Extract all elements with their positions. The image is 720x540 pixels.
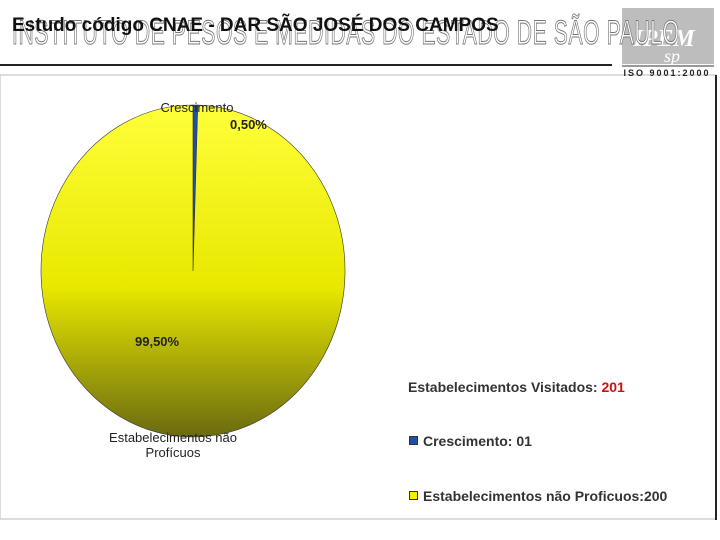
logo: IPEM	[632, 26, 696, 52]
visited-label: Estabelecimentos Visitados:	[408, 379, 598, 395]
slide-title: Estudo código CNAE - DAR SÃO JOSÉ DOS CA…	[12, 15, 499, 36]
visited-value: 201	[601, 379, 625, 395]
summary-item: Estabelecimentos não Proficuos:200	[423, 488, 668, 504]
value-label: 99,50%	[135, 334, 180, 349]
institute-name: INSTITUTO DE PESOS E MEDIDAS DO ESTADO D…	[12, 14, 680, 53]
legend-marker	[409, 491, 418, 500]
logo-sub: sp	[664, 46, 680, 66]
value-label: 0,50%	[230, 117, 267, 132]
certification: ISO 9001:2000	[623, 68, 710, 78]
legend-marker	[409, 436, 418, 445]
pie-slice	[40, 104, 346, 438]
summary-item: Crescimento: 01	[423, 433, 532, 449]
visited: Estabelecimentos Visitados: 201	[408, 379, 625, 395]
logo-box	[622, 8, 714, 64]
category-label: Estabelecimentos não Profícuos	[109, 430, 237, 460]
category-label: Crescimento	[160, 100, 234, 115]
pie	[40, 104, 346, 438]
